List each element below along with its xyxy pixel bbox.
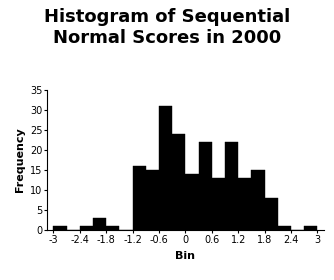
Bar (212, 178, 225, 230)
Bar (252, 170, 265, 230)
Bar (106, 226, 119, 230)
Bar (172, 134, 185, 230)
Bar (93, 218, 106, 230)
Bar (225, 142, 238, 230)
Bar (53, 226, 66, 230)
Bar (199, 142, 212, 230)
Bar (159, 106, 172, 230)
Y-axis label: Frequency: Frequency (15, 127, 24, 192)
X-axis label: Bin: Bin (175, 251, 195, 261)
Bar (80, 226, 93, 230)
Bar (304, 226, 317, 230)
Bar (185, 174, 199, 230)
Bar (146, 170, 159, 230)
Text: Histogram of Sequential
Normal Scores in 2000: Histogram of Sequential Normal Scores in… (44, 8, 290, 47)
Bar (278, 226, 291, 230)
Bar (265, 198, 278, 230)
Bar (133, 165, 146, 230)
Bar (238, 178, 252, 230)
